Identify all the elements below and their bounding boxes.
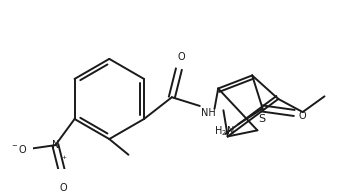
Text: NH: NH [201, 108, 216, 118]
Text: $\mathregular{{}^+}$: $\mathregular{{}^+}$ [60, 155, 68, 164]
Text: S: S [258, 114, 265, 124]
Text: $\mathregular{{}^-}$O: $\mathregular{{}^-}$O [10, 143, 28, 155]
Text: O: O [59, 183, 67, 192]
Text: O: O [178, 52, 185, 62]
Text: O: O [299, 111, 306, 121]
Text: N: N [52, 140, 59, 150]
Text: H$_2$N: H$_2$N [214, 124, 235, 138]
